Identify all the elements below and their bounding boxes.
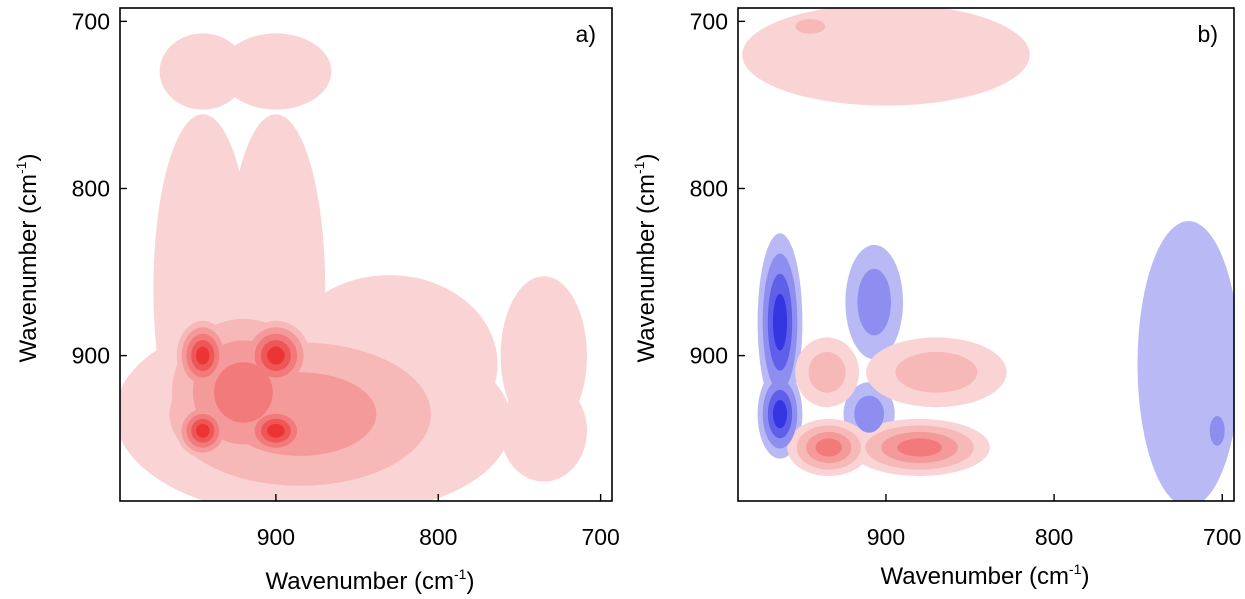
panel-b-xtick-label-700: 700 — [1203, 524, 1241, 550]
panel-a-label: a) — [576, 21, 596, 47]
panel-b-x-axis-title: Wavenumber (cm-1) — [881, 561, 1090, 590]
panel-a-ytick-label-700: 700 — [72, 8, 110, 34]
panel-a-xtick-label-900: 900 — [257, 524, 295, 550]
panel-a-xtick-label-700: 700 — [581, 524, 619, 550]
panel-a-peak-1-level-6 — [267, 423, 285, 438]
panel-b-peak-11-level-2 — [795, 19, 826, 34]
panel-b-peak-0-level-4 — [772, 293, 788, 351]
panel-b-peak-5-level-2 — [1209, 416, 1225, 446]
panel-a-peak-4-level-4 — [214, 362, 273, 423]
panel-b-x-axis: 900 800 700 — [867, 494, 1241, 550]
panel-b-peak-4-level-1 — [1137, 221, 1234, 501]
panel-a-peak-2-level-6 — [196, 346, 210, 365]
panel-b-ytick-label-900: 900 — [690, 343, 728, 369]
panel-a-frame — [119, 7, 613, 502]
panel-a-y-axis-title: Wavenumber (cm-1) — [13, 154, 42, 363]
panel-a-peak-13-level-1 — [220, 33, 332, 110]
panel-a-ytick-label-900: 900 — [72, 343, 110, 369]
panel-a-peak-12-level-1 — [159, 33, 246, 110]
panel-b-peak-10-level-1 — [742, 8, 1030, 106]
panel-b-label: b) — [1198, 21, 1218, 47]
panel-a-x-axis-title: Wavenumber (cm-1) — [266, 566, 475, 595]
panel-b-contour-map — [742, 8, 1234, 501]
panel-a-ytick-label-800: 800 — [72, 175, 110, 201]
panel-b-frame — [737, 7, 1235, 502]
panel-b-peak-3-level-2 — [854, 395, 884, 433]
panel-b-peak-9-level-2 — [895, 351, 978, 393]
panel-b-peak-1-level-4 — [772, 400, 788, 429]
panel-a-y-axis: 700 800 900 — [72, 8, 127, 369]
panel-b-y-axis-title: Wavenumber (cm-1) — [631, 154, 660, 363]
panel-b-ytick-label-700: 700 — [690, 8, 728, 34]
panel-a-xtick-label-800: 800 — [419, 524, 457, 550]
panel-b: 700 800 900 900 800 700 b) Wavenumber (cm-1)… — [631, 7, 1241, 590]
panel-a-peak-11-level-1 — [500, 276, 587, 435]
panel-b-peak-6-level-4 — [815, 438, 842, 457]
panel-b-xtick-label-800: 800 — [1035, 524, 1073, 550]
panel-a-peak-0-level-6 — [196, 423, 210, 438]
panel-b-y-axis: 700 800 900 — [690, 8, 745, 369]
panel-a-peak-3-level-6 — [267, 346, 285, 365]
panel-b-peak-7-level-4 — [897, 438, 942, 457]
panel-b-ytick-label-800: 800 — [690, 175, 728, 201]
panel-b-xtick-label-900: 900 — [867, 524, 905, 550]
panel-b-peak-2-level-2 — [857, 268, 891, 336]
panel-b-peak-8-level-2 — [808, 351, 846, 393]
panel-a: 700 800 900 900 800 700 a) Wavenumber (cm-1)… — [13, 7, 620, 595]
panel-a-contour-map — [120, 33, 587, 501]
panel-a-x-axis: 900 800 700 — [257, 494, 620, 550]
